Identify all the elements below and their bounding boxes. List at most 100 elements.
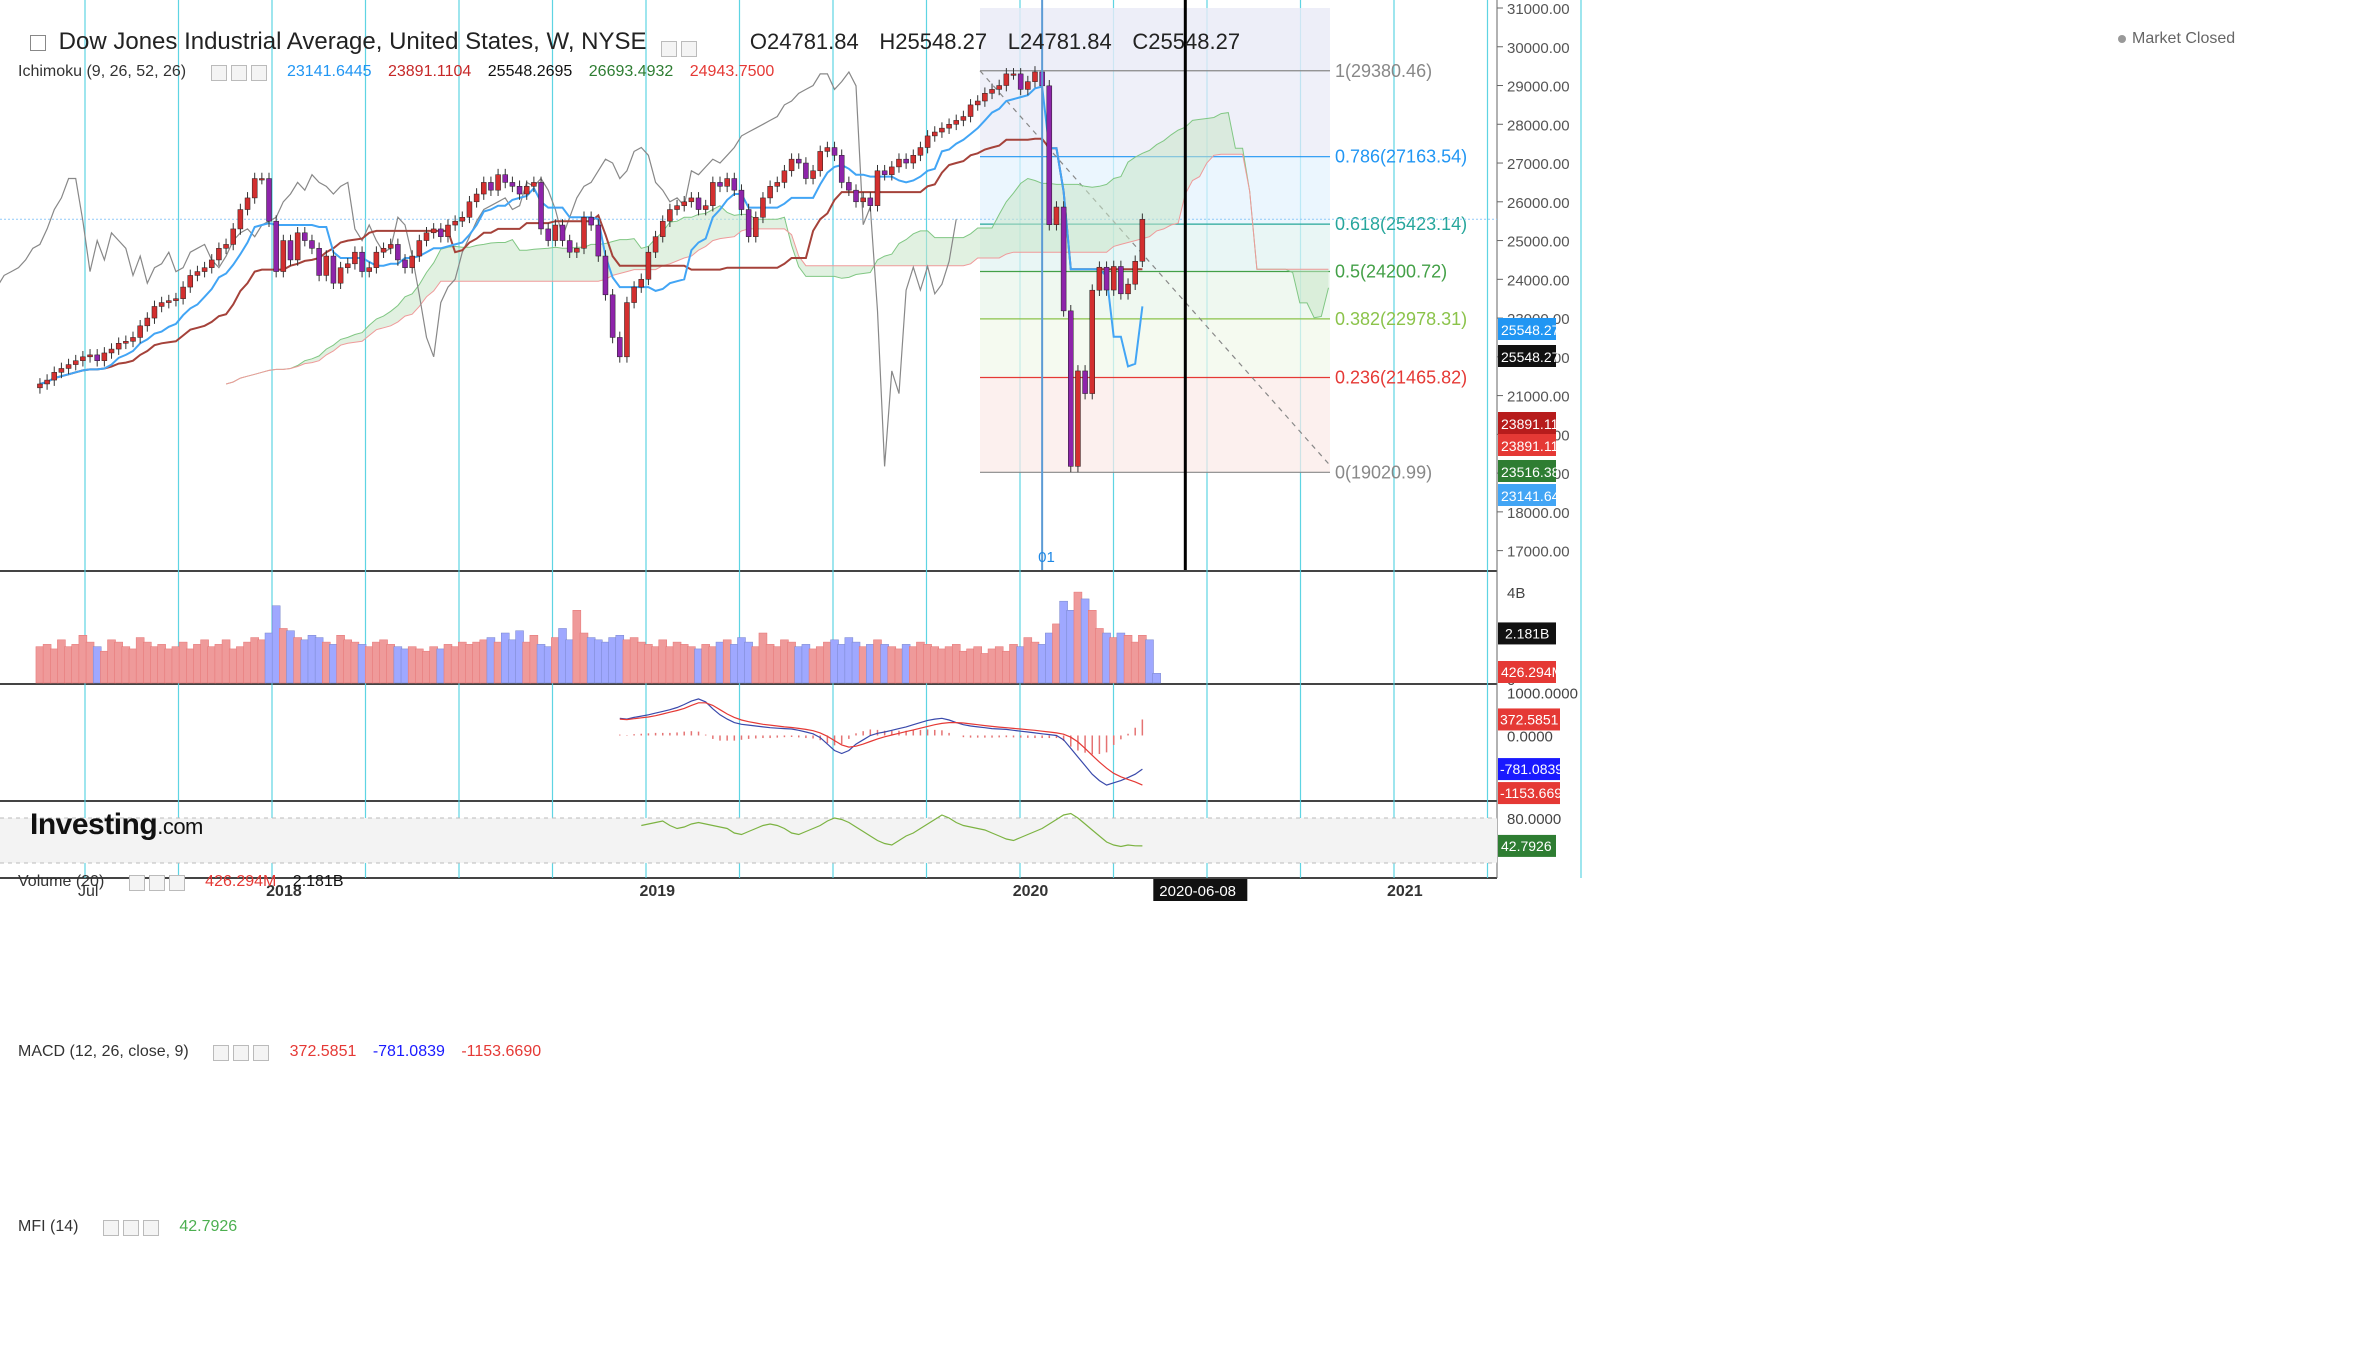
- volume-bar: [135, 637, 145, 684]
- volume-bar: [909, 646, 918, 684]
- volume-bar: [1095, 628, 1104, 684]
- price-label-text: 23891.11: [1501, 416, 1559, 432]
- volume-bar: [100, 650, 109, 684]
- volume-bar: [150, 646, 159, 684]
- price-candle: [1068, 310, 1074, 467]
- macd-label-box: [1498, 758, 1560, 781]
- volume-bar: [171, 646, 181, 684]
- chart-title: Dow Jones Industrial Average, United Sta…: [58, 28, 647, 55]
- ichimoku-cloud: [226, 112, 1329, 384]
- price-candle: [874, 170, 881, 206]
- volume-label-box: [1498, 661, 1556, 683]
- fib-level-label: 0.382(22978.31): [1335, 309, 1467, 329]
- volume-bar: [35, 646, 45, 684]
- price-candle: [237, 209, 244, 230]
- price-candle: [738, 189, 745, 210]
- price-candle: [330, 255, 337, 284]
- price-candle: [101, 352, 108, 361]
- price-candle: [753, 217, 759, 237]
- macd-tick-label: 0.0000: [1507, 728, 1553, 745]
- volume-bar: [1009, 644, 1018, 684]
- macd-value-3: -1153.6690: [461, 1043, 542, 1060]
- macd-label-text: -1153.6690: [1500, 785, 1570, 801]
- volume-bar: [694, 648, 703, 684]
- collapse-icon[interactable]: [30, 34, 46, 51]
- volume-bar: [637, 641, 646, 684]
- time-tick-label: 2019: [639, 883, 675, 900]
- volume-bar: [250, 637, 259, 684]
- price-candle: [595, 224, 602, 257]
- price-candle: [939, 127, 945, 133]
- price-candle: [681, 201, 687, 206]
- ichimoku-tools-icon[interactable]: [210, 64, 271, 81]
- price-candle: [1010, 73, 1017, 76]
- price-candle: [94, 354, 100, 361]
- price-candle: [831, 147, 838, 156]
- price-candle: [273, 220, 279, 272]
- fib-zone: [980, 318, 1330, 378]
- volume-bar: [873, 639, 882, 684]
- volume-bar: [1002, 650, 1011, 684]
- price-candle: [373, 251, 380, 268]
- mfi-label-text: 42.7926: [1501, 838, 1552, 854]
- volume-bar: [622, 639, 632, 684]
- price-candle: [72, 360, 79, 365]
- volume-bar: [1109, 637, 1118, 684]
- price-candle: [151, 306, 158, 319]
- volume-tools-icon[interactable]: [128, 874, 189, 891]
- mfi-band: [0, 818, 1497, 863]
- macd-label-text: -781.0839: [1500, 761, 1563, 777]
- title-tools-icon[interactable]: [661, 36, 721, 57]
- macd-label: MACD (12, 26, close, 9): [18, 1043, 189, 1060]
- price-candle: [1060, 206, 1067, 312]
- volume-bar: [228, 648, 238, 684]
- price-candle: [795, 158, 802, 164]
- volume-bar: [214, 644, 224, 684]
- cursor-date-box: [1153, 879, 1248, 901]
- volume-bar: [987, 648, 997, 684]
- price-candle: [559, 224, 566, 241]
- price-tick-label: 29000.00: [1507, 79, 1570, 96]
- ichimoku-value-1: 23141.6445: [287, 63, 372, 80]
- volume-bar: [558, 628, 567, 684]
- volume-bar: [959, 650, 968, 684]
- volume-bar: [422, 650, 431, 684]
- price-candle: [130, 337, 136, 342]
- volume-value-1: 426.294M: [205, 873, 277, 890]
- volume-bar: [243, 641, 252, 684]
- price-candle: [481, 182, 487, 195]
- volume-bar: [386, 644, 395, 684]
- volume-bar: [665, 646, 675, 684]
- price-candle: [1132, 261, 1138, 285]
- mfi-line: [641, 812, 1143, 848]
- price-candle: [80, 356, 86, 361]
- macd-tools-icon[interactable]: [213, 1044, 273, 1061]
- volume-bar: [644, 644, 653, 684]
- close-value: C25548.27: [1132, 29, 1241, 54]
- price-candle: [946, 124, 952, 129]
- price-candle: [44, 379, 50, 385]
- volume-bar: [765, 644, 775, 684]
- price-tick-label: 27000.00: [1507, 156, 1570, 173]
- volume-bar: [651, 646, 660, 684]
- price-candle: [860, 197, 866, 203]
- volume-bar: [551, 637, 560, 684]
- price-candle: [123, 341, 129, 344]
- macd-value-2: -781.0839: [372, 1043, 445, 1060]
- fib-level-label: 0.618(25423.14): [1335, 214, 1467, 234]
- macd-label-text: 372.5851: [1500, 711, 1559, 727]
- macd-line: [619, 698, 1143, 786]
- fib-level-label: 0.786(27163.54): [1335, 147, 1467, 167]
- volume-bar: [186, 648, 195, 684]
- price-candle: [87, 354, 93, 358]
- mfi-tick-label: 80.0000: [1507, 811, 1561, 828]
- volume-bar: [114, 641, 123, 684]
- volume-bar: [329, 644, 338, 684]
- mfi-tools-icon[interactable]: [102, 1219, 163, 1236]
- volume-bar: [343, 639, 353, 684]
- market-status-label: Market Closed: [2132, 30, 2236, 47]
- price-candle: [495, 174, 501, 191]
- price-candle: [366, 267, 372, 272]
- volume-bar: [579, 632, 589, 684]
